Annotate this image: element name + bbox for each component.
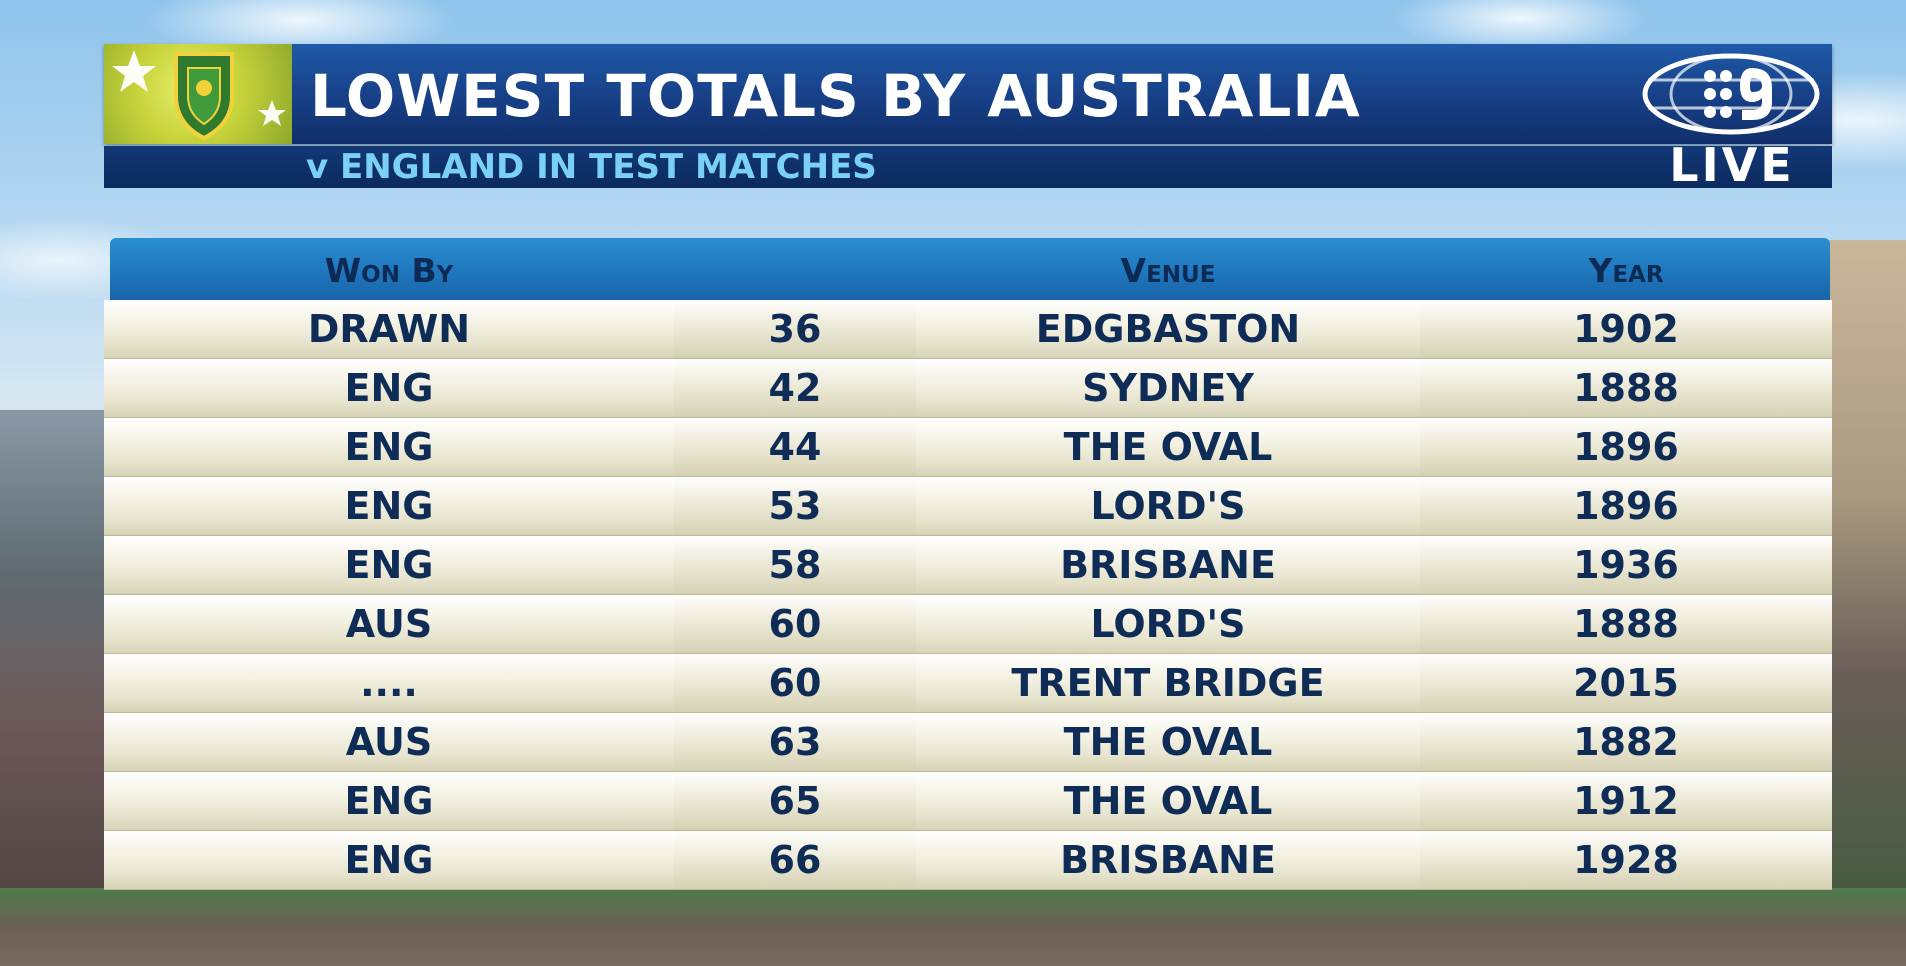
stadium-stand-right [1826, 240, 1906, 966]
title-banner [104, 44, 1832, 144]
venue-cell: TRENT BRIDGE [1011, 661, 1325, 705]
table-row: ENG 66 BRISBANE 1928 [104, 831, 1832, 890]
table-header [110, 238, 1830, 300]
venue-cell: SYDNEY [1082, 366, 1254, 410]
table-row: ENG 58 BRISBANE 1936 [104, 536, 1832, 595]
venue-cell: THE OVAL [1063, 720, 1273, 764]
column-header-year: Year [1588, 251, 1664, 290]
total-cell: 60 [768, 661, 822, 705]
table-row: AUS 60 LORD'S 1888 [104, 595, 1832, 654]
total-cell: 65 [768, 779, 822, 823]
venue-cell: LORD'S [1090, 484, 1246, 528]
year-cell: 1882 [1573, 720, 1679, 764]
year-cell: 1888 [1573, 602, 1679, 646]
table-row: ENG 53 LORD'S 1896 [104, 477, 1832, 536]
page-title: LOWEST TOTALS BY AUSTRALIA [310, 62, 1361, 130]
won-by-cell: ENG [344, 838, 434, 882]
total-cell: 60 [768, 602, 822, 646]
venue-cell: LORD'S [1090, 602, 1246, 646]
live-badge: LIVE [1669, 138, 1795, 192]
won-by-cell: ENG [344, 425, 434, 469]
year-cell: 1896 [1573, 484, 1679, 528]
total-cell: 63 [768, 720, 822, 764]
won-by-cell: DRAWN [307, 307, 471, 351]
total-cell: 66 [768, 838, 822, 882]
total-cell: 53 [768, 484, 822, 528]
year-cell: 1928 [1573, 838, 1679, 882]
venue-cell: THE OVAL [1063, 425, 1273, 469]
table-row: ENG 42 SYDNEY 1888 [104, 359, 1832, 418]
column-header-won-by: Won By [324, 251, 454, 290]
table-row: ENG 44 THE OVAL 1896 [104, 418, 1832, 477]
crowd-background [0, 888, 1906, 966]
table-row: .... 60 TRENT BRIDGE 2015 [104, 654, 1832, 713]
cricket-australia-crest-icon [104, 44, 292, 144]
won-by-cell: ENG [344, 543, 434, 587]
total-cell: 36 [768, 307, 822, 351]
subtitle-banner [104, 146, 1832, 188]
table-row: ENG 65 THE OVAL 1912 [104, 772, 1832, 831]
channel-nine-logo-icon [1640, 52, 1822, 136]
year-cell: 1912 [1573, 779, 1679, 823]
page-subtitle: v ENGLAND IN TEST MATCHES [306, 147, 877, 187]
year-cell: 2015 [1573, 661, 1679, 705]
table-row: AUS 63 THE OVAL 1882 [104, 713, 1832, 772]
total-cell: 44 [768, 425, 822, 469]
won-by-cell: ENG [344, 366, 434, 410]
won-by-cell: AUS [345, 602, 433, 646]
won-by-cell: ENG [344, 779, 434, 823]
year-cell: 1896 [1573, 425, 1679, 469]
venue-cell: BRISBANE [1060, 838, 1276, 882]
total-cell: 58 [768, 543, 822, 587]
won-by-cell: AUS [345, 720, 433, 764]
venue-cell: BRISBANE [1060, 543, 1276, 587]
year-cell: 1888 [1573, 366, 1679, 410]
year-cell: 1902 [1573, 307, 1679, 351]
column-header-total [674, 238, 916, 300]
results-table: DRAWN 36 EDGBASTON 1902 ENG 42 SYDNEY 18… [104, 300, 1832, 890]
year-cell: 1936 [1573, 543, 1679, 587]
column-header-venue: Venue [1120, 251, 1216, 290]
won-by-cell: .... [360, 661, 418, 705]
won-by-cell: ENG [344, 484, 434, 528]
total-cell: 42 [768, 366, 822, 410]
venue-cell: THE OVAL [1063, 779, 1273, 823]
stadium-stand-left [0, 410, 110, 966]
table-row: DRAWN 36 EDGBASTON 1902 [104, 300, 1832, 359]
venue-cell: EDGBASTON [1035, 307, 1301, 351]
